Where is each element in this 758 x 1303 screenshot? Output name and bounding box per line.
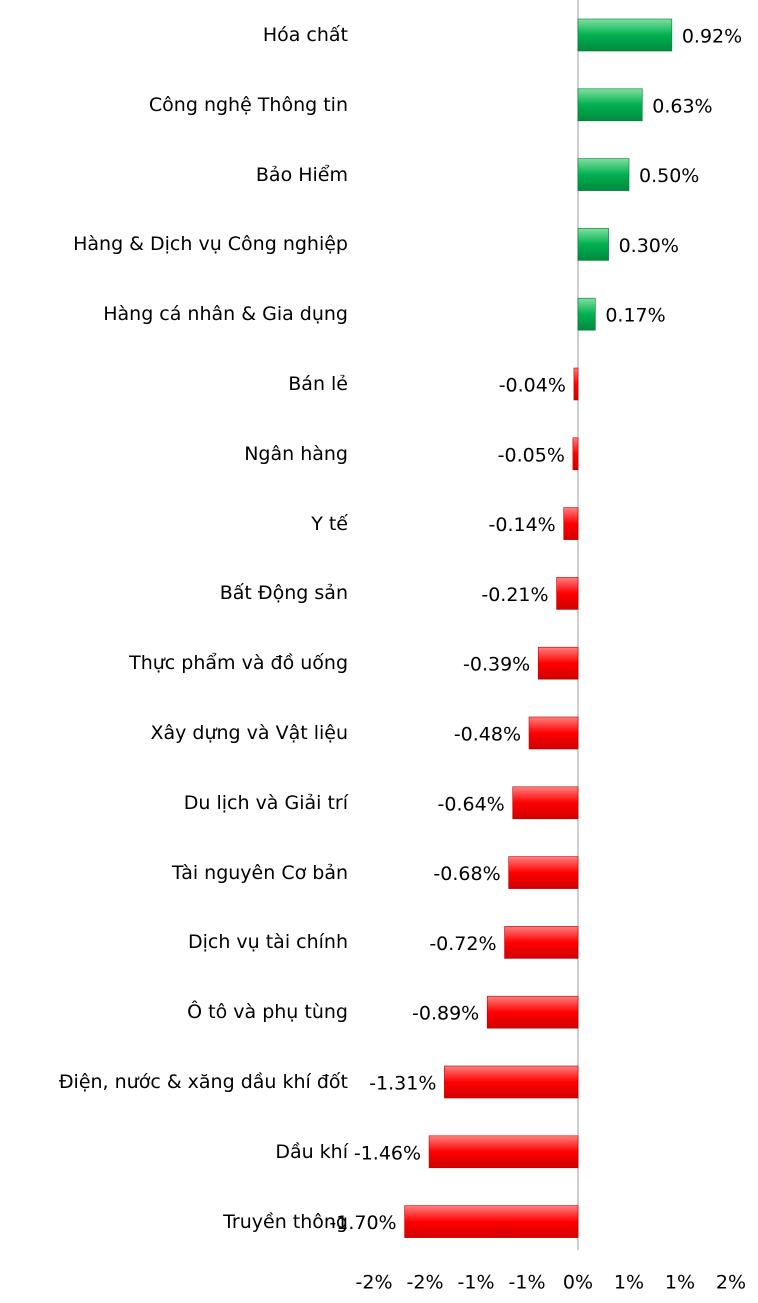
category-label: Hàng cá nhân & Gia dụng [0, 286, 348, 342]
value-label: 0.30% [619, 235, 679, 257]
x-tick-label: -1% [509, 1272, 546, 1294]
x-tick-label: 0% [563, 1272, 593, 1294]
bar [537, 646, 579, 680]
value-label: -1.70% [329, 1212, 396, 1234]
x-tick-label: -1% [458, 1272, 495, 1294]
category-label: Bán lẻ [0, 356, 348, 412]
value-label: -0.04% [499, 375, 566, 397]
x-tick-label: -2% [407, 1272, 444, 1294]
category-label: Du lịch và Giải trí [0, 775, 348, 831]
bar [504, 926, 579, 959]
category-text: Bất Động sản [219, 582, 348, 605]
bar [573, 367, 579, 401]
value-label: -0.68% [433, 863, 500, 885]
x-tick-label: -2% [356, 1272, 393, 1294]
bar [577, 158, 630, 191]
bar [563, 507, 579, 540]
category-text: Hàng cá nhân & Gia dụng [103, 303, 348, 326]
category-label: Thực phẩm và đồ uống [0, 635, 348, 691]
bar [577, 18, 673, 52]
value-label: -0.05% [498, 444, 565, 466]
category-text: Công nghệ Thông tin [148, 93, 348, 116]
value-label: -0.21% [481, 584, 548, 606]
value-label: -0.72% [429, 933, 496, 955]
category-text: Y tế [311, 512, 348, 535]
category-label: Dầu khí [0, 1124, 348, 1180]
category-label: Hàng & Dịch vụ Công nghiệp [0, 216, 348, 272]
value-label: -0.48% [454, 724, 521, 746]
bar [577, 88, 643, 122]
category-label: Bất Động sản [0, 565, 348, 621]
category-text: Truyền thông [223, 1210, 348, 1233]
category-text: Du lịch và Giải trí [183, 791, 348, 814]
value-label: -0.39% [463, 654, 530, 676]
category-text: Điện, nước & xăng dầu khí đốt [58, 1071, 348, 1093]
bar [577, 228, 609, 261]
bar [512, 786, 579, 820]
bar [508, 856, 579, 889]
category-text: Bảo Hiểm [255, 163, 348, 186]
category-text: Xây dựng và Vật liệu [150, 722, 348, 744]
value-label: 0.92% [682, 26, 742, 48]
category-label: Bảo Hiểm [0, 147, 348, 203]
value-label: -1.46% [354, 1142, 421, 1164]
category-text: Dịch vụ tài chính [187, 931, 348, 954]
category-label: Truyền thông [0, 1194, 348, 1250]
category-label: Điện, nước & xăng dầu khí đốt [0, 1054, 348, 1110]
bar [486, 995, 579, 1029]
category-text: Hàng & Dịch vụ Công nghiệp [73, 233, 348, 256]
value-label: -0.14% [489, 514, 556, 536]
category-text: Dầu khí [275, 1140, 348, 1163]
category-label: Dịch vụ tài chính [0, 914, 348, 970]
x-tick-label: 1% [614, 1272, 644, 1294]
category-label: Y tế [0, 496, 348, 552]
value-label: 0.50% [639, 165, 699, 187]
category-label: Hóa chất [0, 7, 348, 63]
category-text: Tài nguyên Cơ bản [171, 861, 348, 884]
category-label: Ô tô và phụ tùng [0, 984, 348, 1040]
category-text: Ngân hàng [244, 442, 348, 465]
bar [404, 1205, 579, 1238]
category-text: Ô tô và phụ tùng [187, 1001, 348, 1024]
value-label: -0.89% [412, 1003, 479, 1025]
bar [572, 437, 579, 471]
category-text: Hóa chất [262, 24, 348, 46]
category-label: Ngân hàng [0, 426, 348, 482]
category-label: Xây dựng và Vật liệu [0, 705, 348, 761]
category-text: Thực phẩm và đồ uống [129, 652, 348, 675]
value-label: 0.63% [652, 95, 712, 117]
x-tick-label: 1% [665, 1272, 695, 1294]
value-label: -1.31% [369, 1073, 436, 1095]
x-tick-label: 2% [716, 1272, 746, 1294]
bar [428, 1135, 579, 1169]
category-label: Công nghệ Thông tin [0, 77, 348, 133]
value-label: 0.17% [605, 305, 665, 327]
bar [528, 716, 579, 750]
bar [577, 297, 596, 331]
category-label: Tài nguyên Cơ bản [0, 845, 348, 901]
bar [444, 1065, 579, 1099]
category-text: Bán lẻ [288, 373, 348, 395]
value-label: -0.64% [438, 793, 505, 815]
bar [556, 577, 579, 610]
